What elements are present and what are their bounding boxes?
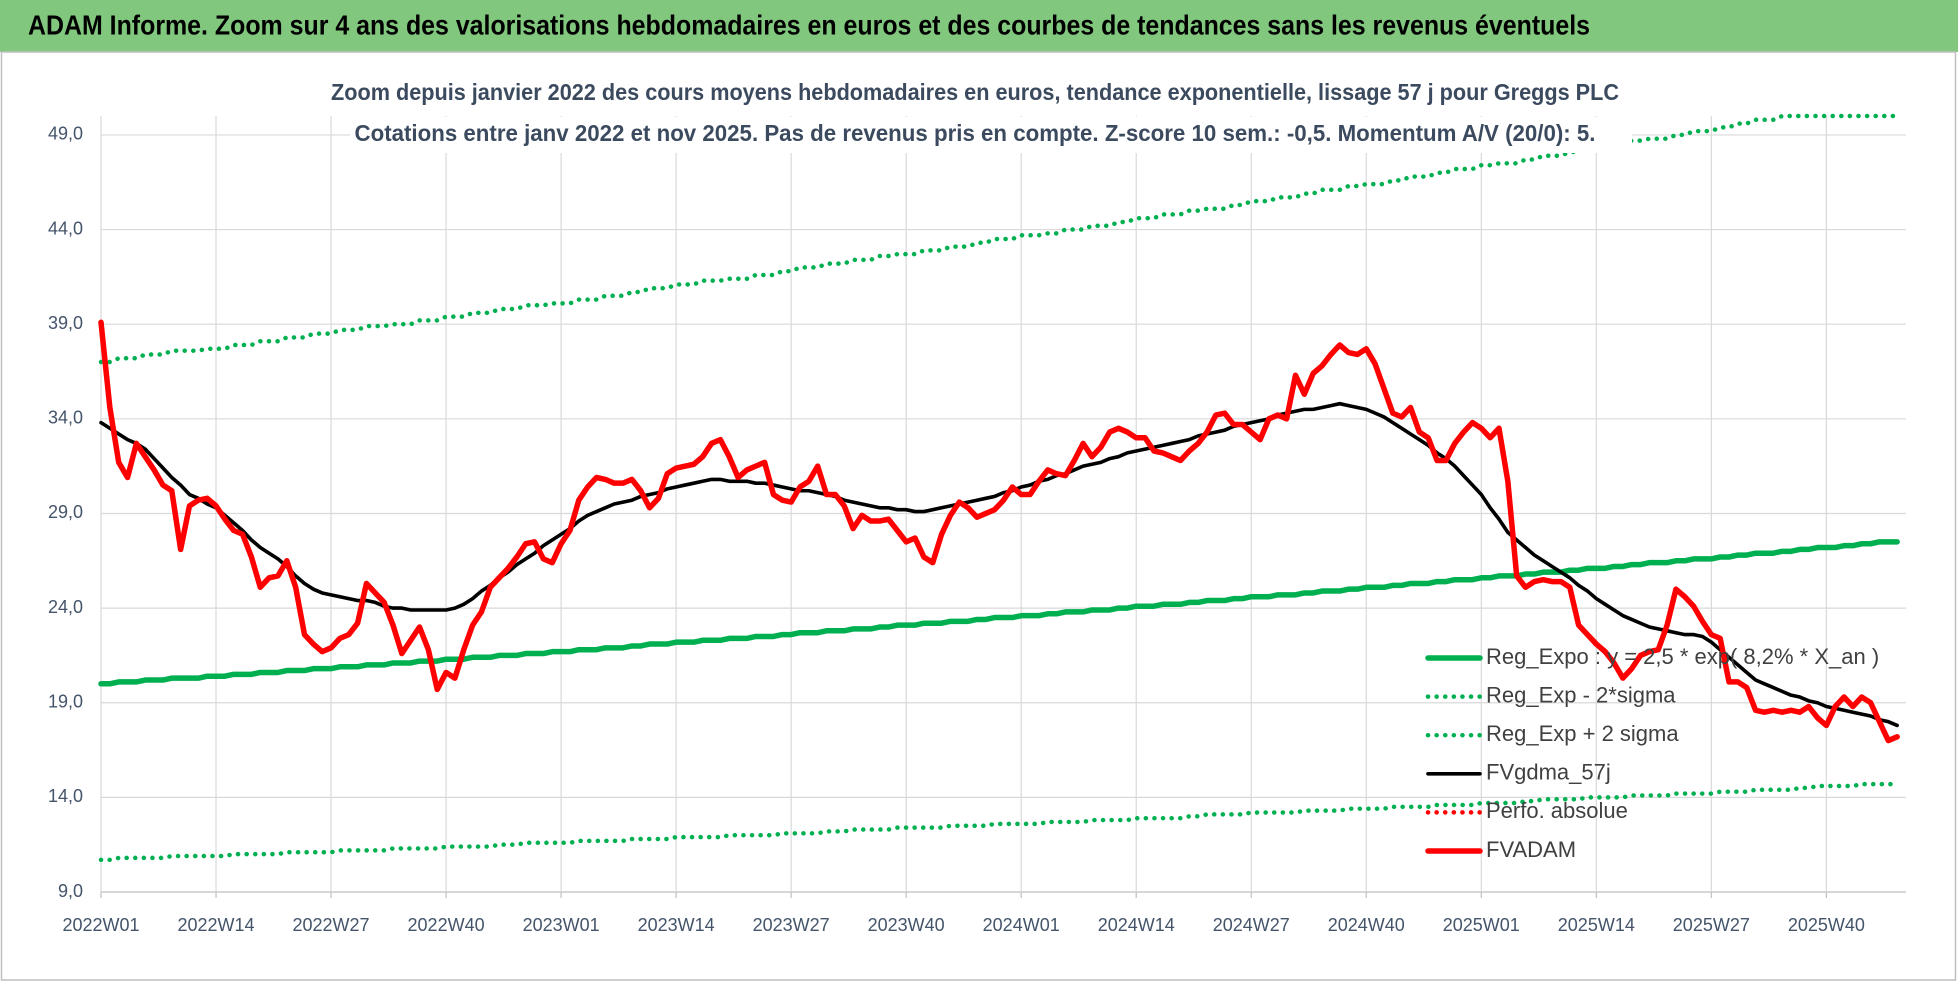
x-tick-label: 2023W40 — [868, 915, 945, 935]
series-line — [98, 319, 1900, 744]
legend-label: Reg_Exp + 2 sigma — [1486, 721, 1679, 746]
x-tick-label: 2022W27 — [293, 915, 370, 935]
y-tick-label: 44,0 — [48, 218, 83, 238]
legend-label: Reg_Expo : y = 2,5 * exp( 8,2% * X_an ) — [1486, 644, 1879, 669]
x-tick-label: 2024W14 — [1098, 915, 1175, 935]
x-tick-label: 2023W14 — [638, 915, 715, 935]
title-banner — [0, 0, 1958, 52]
series-line — [98, 781, 1900, 863]
series-lines — [98, 113, 1900, 863]
x-tick-label: 2025W14 — [1558, 915, 1635, 935]
series-line — [98, 539, 1900, 687]
x-tick-label: 2025W40 — [1788, 915, 1865, 935]
y-tick-label: 39,0 — [48, 313, 83, 333]
banner-title: ADAM Informe. Zoom sur 4 ans des valoris… — [28, 9, 1590, 40]
x-tick-label: 2024W01 — [983, 915, 1060, 935]
chart-frame — [0, 51, 1957, 981]
legend-label: Reg_Exp - 2*sigma — [1486, 682, 1676, 707]
y-tick-label: 14,0 — [48, 786, 83, 806]
y-tick-label: 49,0 — [48, 124, 83, 144]
legend-label: FVgdma_57j — [1486, 760, 1611, 785]
x-tick-label: 2025W01 — [1443, 915, 1520, 935]
x-tick-label: 2024W27 — [1213, 915, 1290, 935]
series-line — [99, 401, 1899, 728]
legend-label: FVADAM — [1486, 837, 1576, 862]
x-tick-label: 2024W40 — [1328, 915, 1405, 935]
subtitle-background — [350, 117, 1632, 153]
x-tick-label: 2022W14 — [177, 915, 254, 935]
legend: Reg_Expo : y = 2,5 * exp( 8,2% * X_an ) R… — [1425, 644, 1879, 862]
x-tick-label: 2023W27 — [753, 915, 830, 935]
x-tick-label: 2022W40 — [408, 915, 485, 935]
y-tick-label: 29,0 — [48, 502, 83, 522]
y-tick-label: 34,0 — [48, 408, 83, 428]
x-tick-label: 2022W01 — [62, 915, 139, 935]
chart-subtitle: Cotations entre janv 2022 et nov 2025. P… — [355, 120, 1596, 146]
chart-subtitle: Zoom depuis janvier 2022 des cours moyen… — [331, 79, 1619, 105]
y-tick-label: 19,0 — [48, 691, 83, 711]
legend-label: Perfo. absolue — [1486, 798, 1628, 823]
x-tick-label: 2025W27 — [1673, 915, 1750, 935]
y-tick-label: 9,0 — [58, 881, 83, 901]
x-tick-label: 2023W01 — [523, 915, 600, 935]
y-tick-label: 24,0 — [48, 597, 83, 617]
